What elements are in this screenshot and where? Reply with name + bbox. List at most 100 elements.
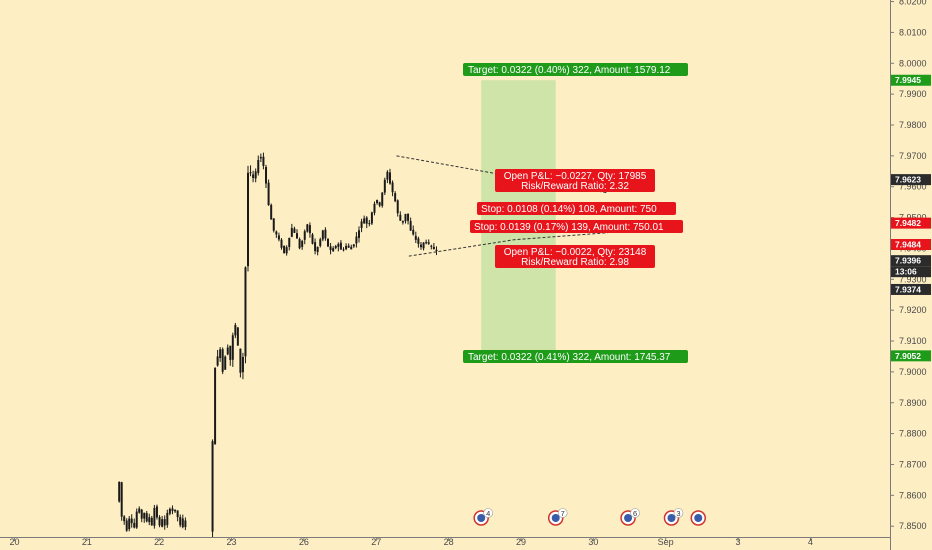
price-tick-label: 8.0100 [899,27,927,37]
candle-body [370,212,373,224]
candle-body [355,236,358,244]
time-tick-label: 27 [371,537,381,547]
candle-body [404,213,407,222]
event-flag-icon-core [694,514,703,522]
candle-body [214,367,217,445]
candle-body [123,516,126,522]
risk-reward-bottom-text: Risk/Reward Ratio: 2.98 [521,257,629,268]
price-tag[interactable]: 7.9945 [891,74,931,86]
price-tick-label: 7.9300 [899,274,927,284]
candle-body [163,519,166,526]
candle-body [226,347,229,355]
candle-body [150,517,153,526]
stop-box-1[interactable]: Stop: 0.0108 (0.14%) 108, Amount: 750 [477,202,676,215]
target-top-box[interactable]: Target: 0.0322 (0.40%) 322, Amount: 1579… [463,63,688,76]
candle-body [229,345,232,360]
price-tick-label: 8.0000 [899,58,927,68]
candle-body [179,517,182,526]
candle-body [239,348,242,373]
price-tick-label: 7.9600 [899,182,927,192]
price-tag[interactable]: 13:06 [891,266,931,278]
price-tag[interactable]: 7.9623 [891,174,931,186]
price-tag[interactable]: 7.9482 [891,217,931,229]
price-tick-label: 7.8500 [899,521,927,531]
candle-body [257,159,260,173]
candle-body [357,230,360,238]
candle-body [298,239,301,249]
profit-zone [481,80,556,356]
candle-body [158,517,161,526]
stop-1-text: Stop: 0.0108 (0.14%) 108, Amount: 750 [481,204,657,215]
candle-body [148,517,151,523]
candle-body [326,238,329,247]
time-tick-label: 23 [227,537,237,547]
candle-body [143,512,146,519]
candle-body [296,233,299,239]
candle-body [262,156,265,166]
price-tick-label: 7.9900 [899,89,927,99]
triangle-lower-line[interactable] [408,232,608,257]
event-marker[interactable]: 3 [663,508,684,526]
candle-body [435,249,438,252]
candle-body [329,246,332,251]
candle-body [133,522,136,528]
candle-body [153,507,156,526]
candle-body [417,238,420,244]
open-pl-bottom-text: Open P&L: −0.0022, Qty: 23148 [504,247,647,258]
price-tag[interactable]: 7.9484 [891,239,931,251]
event-marker[interactable]: 6 [620,508,640,526]
event-flag-icon-core [667,514,676,522]
candle-body [120,482,123,517]
price-tick-label: 7.8600 [899,490,927,500]
price-tag-label: 7.9374 [895,284,921,294]
price-tag[interactable]: 7.9396 [891,255,931,267]
time-tick-label: 29 [516,537,526,547]
candle-body [249,172,252,174]
price-tag-label: 7.9484 [895,240,921,250]
candle-body [168,508,171,514]
candle-body [314,242,317,252]
price-tag-label: 7.9396 [895,256,921,266]
stop-box-2[interactable]: Stop: 0.0139 (0.17%) 139, Amount: 750.01 [470,220,683,233]
candle-body [391,182,394,193]
open-pl-top-box[interactable]: Open P&L: −0.0227, Qty: 17985 Risk/Rewar… [495,169,655,192]
candle-body [283,245,286,254]
price-tag[interactable]: 7.9374 [891,283,931,295]
candle-body [128,518,131,530]
candle-body [306,224,309,232]
candle-body [285,247,288,254]
candle-body [332,248,335,252]
candle-body [135,511,138,528]
candle-body [174,509,177,512]
candle-body [345,245,348,250]
time-tick-label: 20 [9,537,19,547]
candle-body [427,242,430,244]
time-tick-label: 30 [588,537,598,547]
candles [118,152,438,537]
event-marker[interactable]: 4 [473,508,493,526]
event-count-badge [630,508,640,518]
candle-body [368,223,371,225]
price-tag[interactable]: 7.9052 [891,350,931,362]
position-annotations[interactable]: Target: 0.0322 (0.40%) 322, Amount: 1579… [463,63,688,363]
time-tick-label: Sep [658,537,674,547]
event-marker[interactable]: 7 [547,508,568,526]
candle-body [414,235,417,240]
target-bottom-box[interactable]: Target: 0.0322 (0.41%) 322, Amount: 1745… [463,350,688,363]
event-count: 6 [633,509,637,518]
price-tag-bg [891,350,931,362]
candle-body [221,349,224,372]
event-count-badge [557,508,568,518]
event-marker[interactable] [690,510,707,526]
candle-body [270,204,273,220]
candle-body [350,246,353,250]
candle-body [231,335,234,360]
open-pl-bottom-box[interactable]: Open P&L: −0.0022, Qty: 23148 Risk/Rewar… [495,245,655,268]
event-markers[interactable]: 4 7 6 3 [473,508,707,526]
price-tick-label: 7.8900 [899,398,927,408]
candle-body [396,200,399,214]
price-tick-label: 7.8700 [899,459,927,469]
event-flag-icon-core [551,514,560,522]
